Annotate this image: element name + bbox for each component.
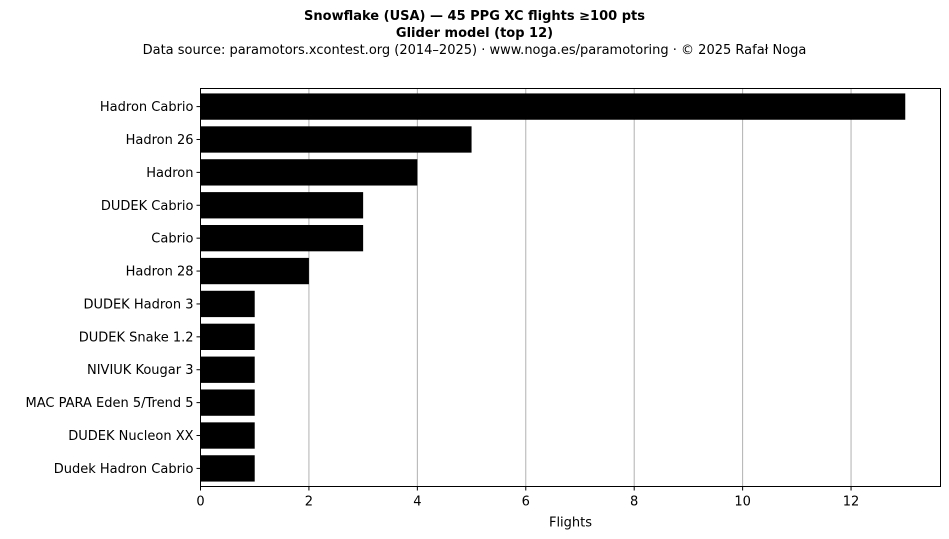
bar-0 — [200, 93, 906, 120]
bar-4 — [200, 225, 364, 252]
x-axis-label: Flights — [549, 516, 592, 531]
y-category-label-7: DUDEK Snake 1.2 — [79, 330, 194, 345]
bar-7 — [200, 323, 255, 350]
y-category-label-0: Hadron Cabrio — [100, 100, 194, 115]
bars — [200, 93, 906, 482]
bar-1 — [200, 126, 472, 153]
y-category-label-6: DUDEK Hadron 3 — [83, 297, 193, 312]
y-category-label-3: DUDEK Cabrio — [101, 199, 194, 214]
plot-frame — [200, 88, 941, 487]
x-tick-label-1: 2 — [305, 495, 313, 510]
chart-subtitle: Data source: paramotors.xcontest.org (20… — [142, 43, 807, 58]
bar-11 — [200, 455, 255, 482]
y-category-label-10: DUDEK Nucleon XX — [68, 429, 193, 444]
y-category-label-2: Hadron — [146, 166, 193, 181]
bar-10 — [200, 422, 255, 449]
bar-3 — [200, 192, 364, 219]
y-category-label-1: Hadron 26 — [126, 133, 194, 148]
chart-header: Snowflake (USA) — 45 PPG XC flights ≥100… — [0, 0, 949, 59]
bar-5 — [200, 257, 309, 285]
y-category-label-11: Dudek Hadron Cabrio — [54, 462, 194, 477]
x-tick-label-0: 0 — [196, 495, 204, 510]
chart-title-secondary: Glider model (top 12) — [395, 26, 554, 41]
x-tick-label-5: 10 — [734, 495, 751, 510]
y-categories: Hadron Cabrio Hadron 26 Hadron DUDEK Cabrio… — [26, 100, 201, 477]
x-tick-label-3: 6 — [522, 495, 530, 510]
x-tick-label-4: 8 — [630, 495, 638, 510]
x-ticks: 0 2 4 6 8 10 12 — [196, 486, 860, 510]
x-tick-label-6: 12 — [843, 495, 860, 510]
y-category-label-4: Cabrio — [151, 232, 193, 247]
bar-9 — [200, 389, 255, 416]
bar-6 — [200, 290, 255, 318]
bar-8 — [200, 356, 255, 383]
chart-title: Snowflake (USA) — 45 PPG XC flights ≥100… — [304, 9, 645, 24]
bar-2 — [200, 159, 418, 186]
y-category-label-8: NIVIUK Kougar 3 — [87, 363, 194, 378]
y-category-label-5: Hadron 28 — [126, 265, 194, 280]
y-category-label-9: MAC PARA Eden 5/Trend 5 — [26, 396, 194, 411]
x-tick-label-2: 4 — [413, 495, 421, 510]
